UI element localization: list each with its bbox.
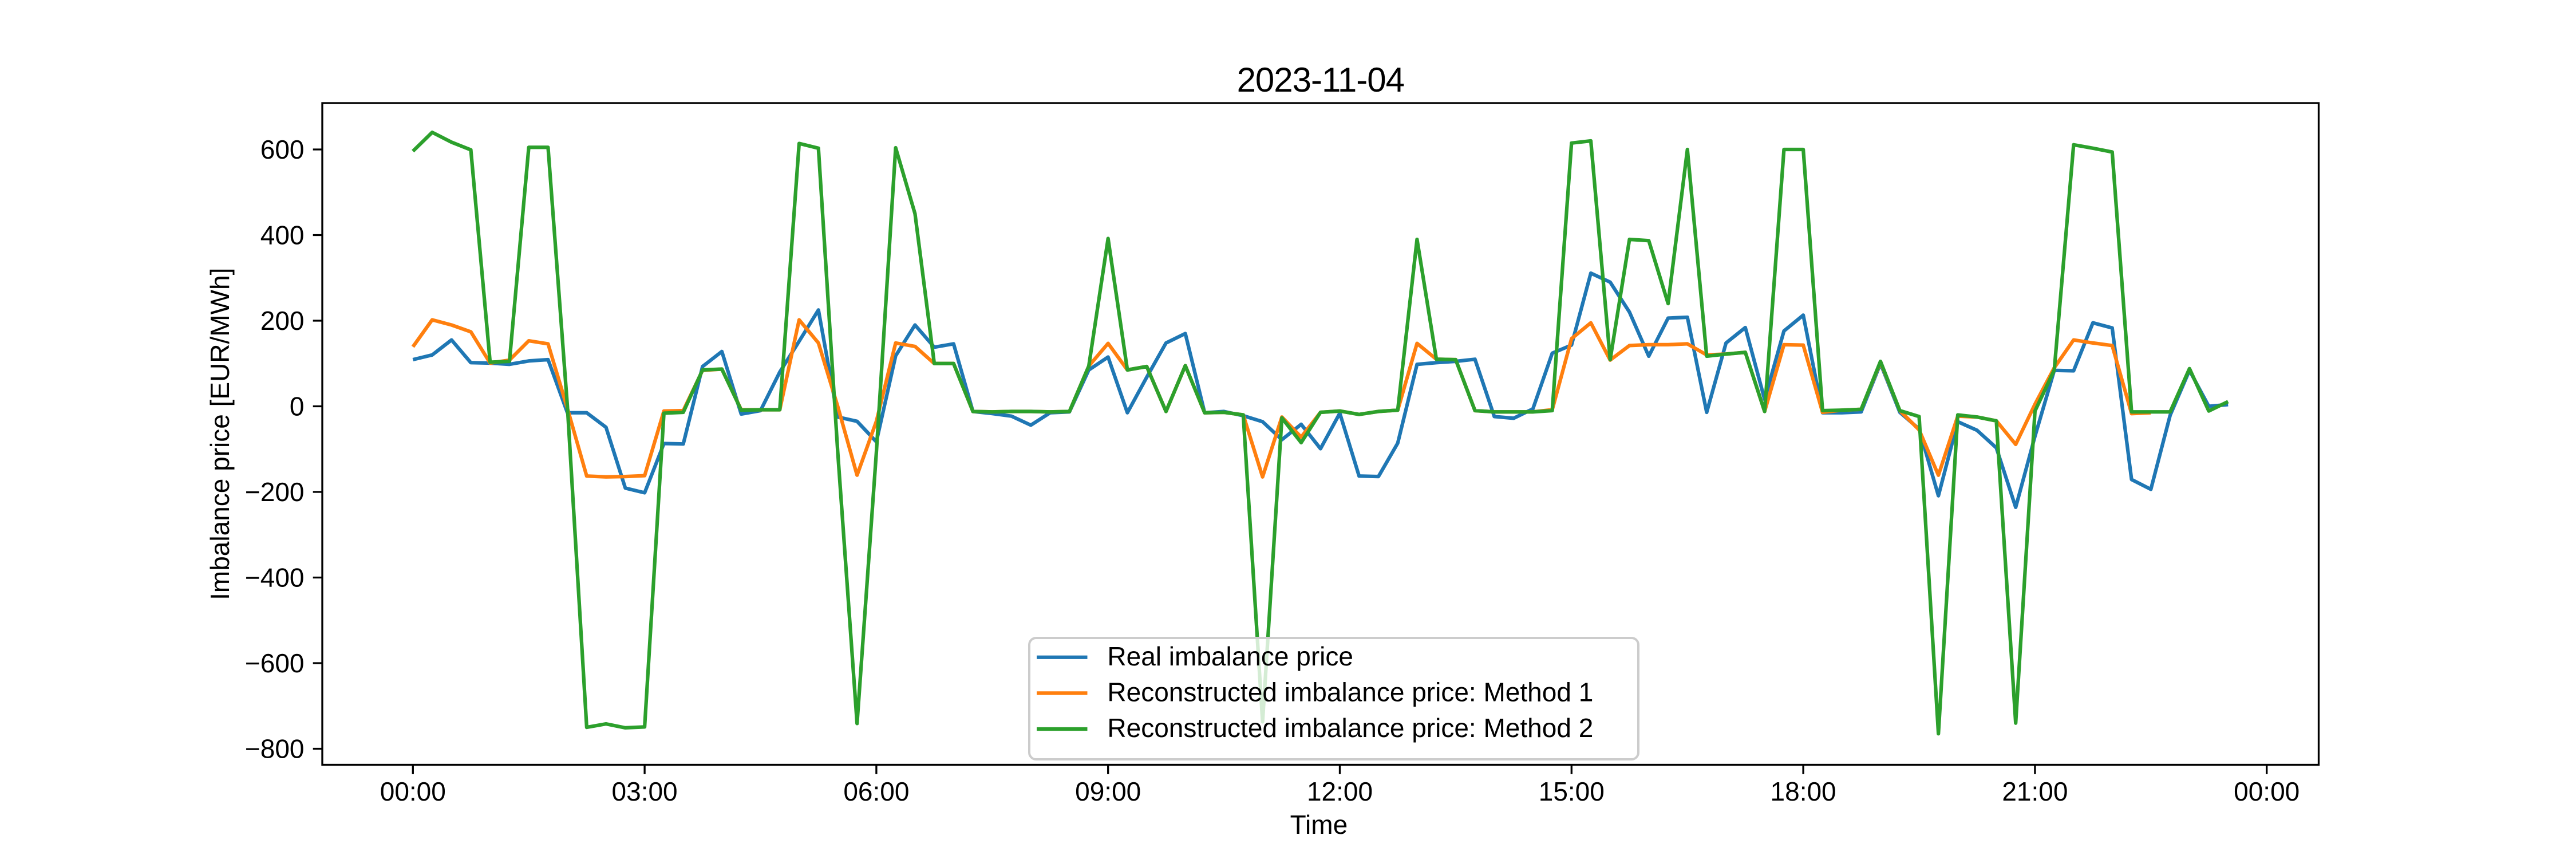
svg-text:400: 400 bbox=[260, 220, 305, 250]
svg-text:03:00: 03:00 bbox=[612, 777, 678, 806]
svg-text:−800: −800 bbox=[245, 734, 305, 764]
svg-text:00:00: 00:00 bbox=[2234, 777, 2300, 806]
svg-text:2023-11-04: 2023-11-04 bbox=[1237, 61, 1404, 99]
svg-text:Reconstructed imbalance price:: Reconstructed imbalance price: Method 2 bbox=[1107, 713, 1593, 743]
svg-text:Imbalance price [EUR/MWh]: Imbalance price [EUR/MWh] bbox=[205, 268, 235, 600]
svg-text:600: 600 bbox=[260, 135, 305, 164]
svg-text:Time: Time bbox=[1290, 810, 1348, 840]
svg-text:12:00: 12:00 bbox=[1307, 777, 1373, 806]
svg-text:18:00: 18:00 bbox=[1771, 777, 1836, 806]
svg-text:Real imbalance price: Real imbalance price bbox=[1107, 641, 1353, 671]
svg-text:15:00: 15:00 bbox=[1539, 777, 1605, 806]
svg-text:21:00: 21:00 bbox=[2002, 777, 2068, 806]
svg-text:−200: −200 bbox=[245, 477, 305, 507]
svg-text:06:00: 06:00 bbox=[843, 777, 909, 806]
svg-text:200: 200 bbox=[260, 306, 305, 336]
svg-text:0: 0 bbox=[290, 392, 305, 421]
svg-text:Reconstructed imbalance price:: Reconstructed imbalance price: Method 1 bbox=[1107, 677, 1593, 707]
svg-text:−400: −400 bbox=[245, 563, 305, 593]
svg-text:00:00: 00:00 bbox=[380, 777, 446, 806]
svg-text:−600: −600 bbox=[245, 648, 305, 678]
svg-text:09:00: 09:00 bbox=[1075, 777, 1141, 806]
